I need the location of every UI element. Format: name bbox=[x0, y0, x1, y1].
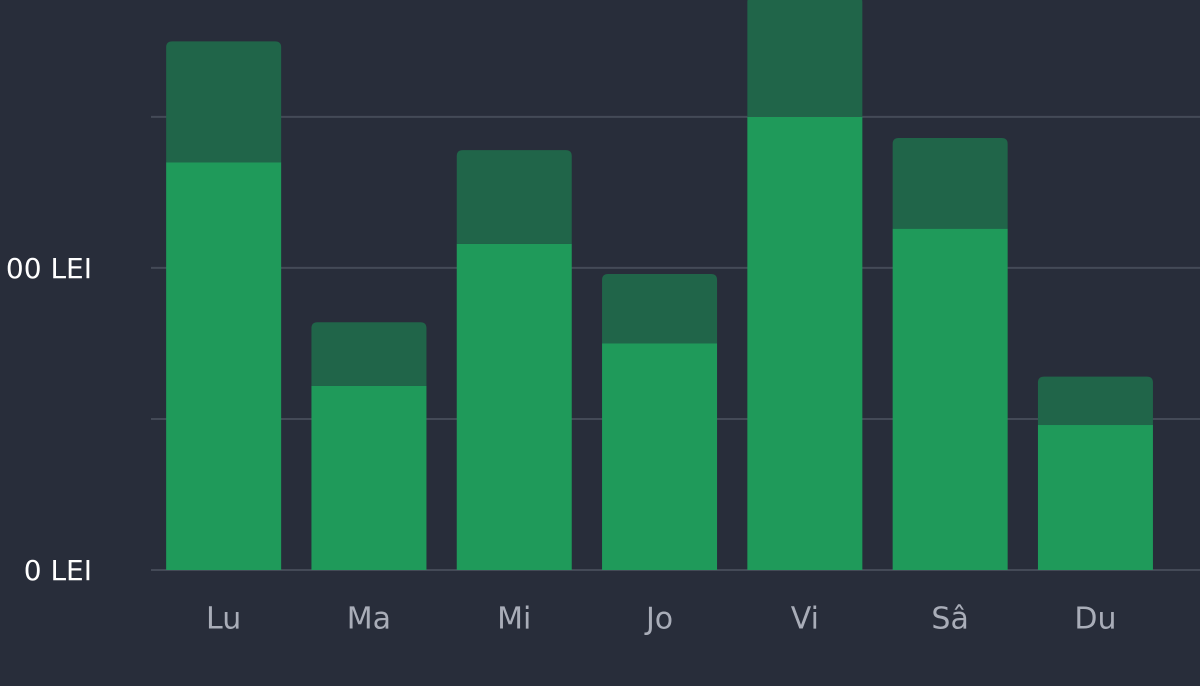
bar-segment bbox=[1037, 425, 1153, 571]
bar-segment bbox=[602, 343, 718, 571]
x-tick-label: Vi bbox=[791, 602, 819, 637]
bar-segment bbox=[892, 228, 1008, 571]
bar-segment bbox=[456, 150, 572, 244]
y-tick-label: 0 LEI bbox=[24, 554, 92, 587]
x-tick-label: Ma bbox=[347, 602, 391, 637]
x-tick-label: Jo bbox=[644, 602, 673, 637]
bar-segment bbox=[747, 116, 863, 571]
y-tick-label: 00 LEI bbox=[6, 252, 92, 285]
x-tick-label: Sâ bbox=[931, 602, 968, 637]
x-tick-label: Du bbox=[1074, 602, 1116, 637]
bar-segment bbox=[456, 243, 572, 571]
bar-segment bbox=[892, 138, 1008, 229]
bar-segment bbox=[166, 162, 282, 571]
x-tick-label: Lu bbox=[206, 602, 241, 637]
bar-segment bbox=[602, 273, 718, 344]
bar-segment bbox=[311, 322, 427, 386]
bar-segment bbox=[1037, 376, 1153, 426]
bar-segment bbox=[311, 385, 427, 571]
bar-segment bbox=[747, 0, 863, 117]
x-tick-label: Mi bbox=[497, 602, 531, 637]
bar-segment bbox=[166, 41, 282, 163]
